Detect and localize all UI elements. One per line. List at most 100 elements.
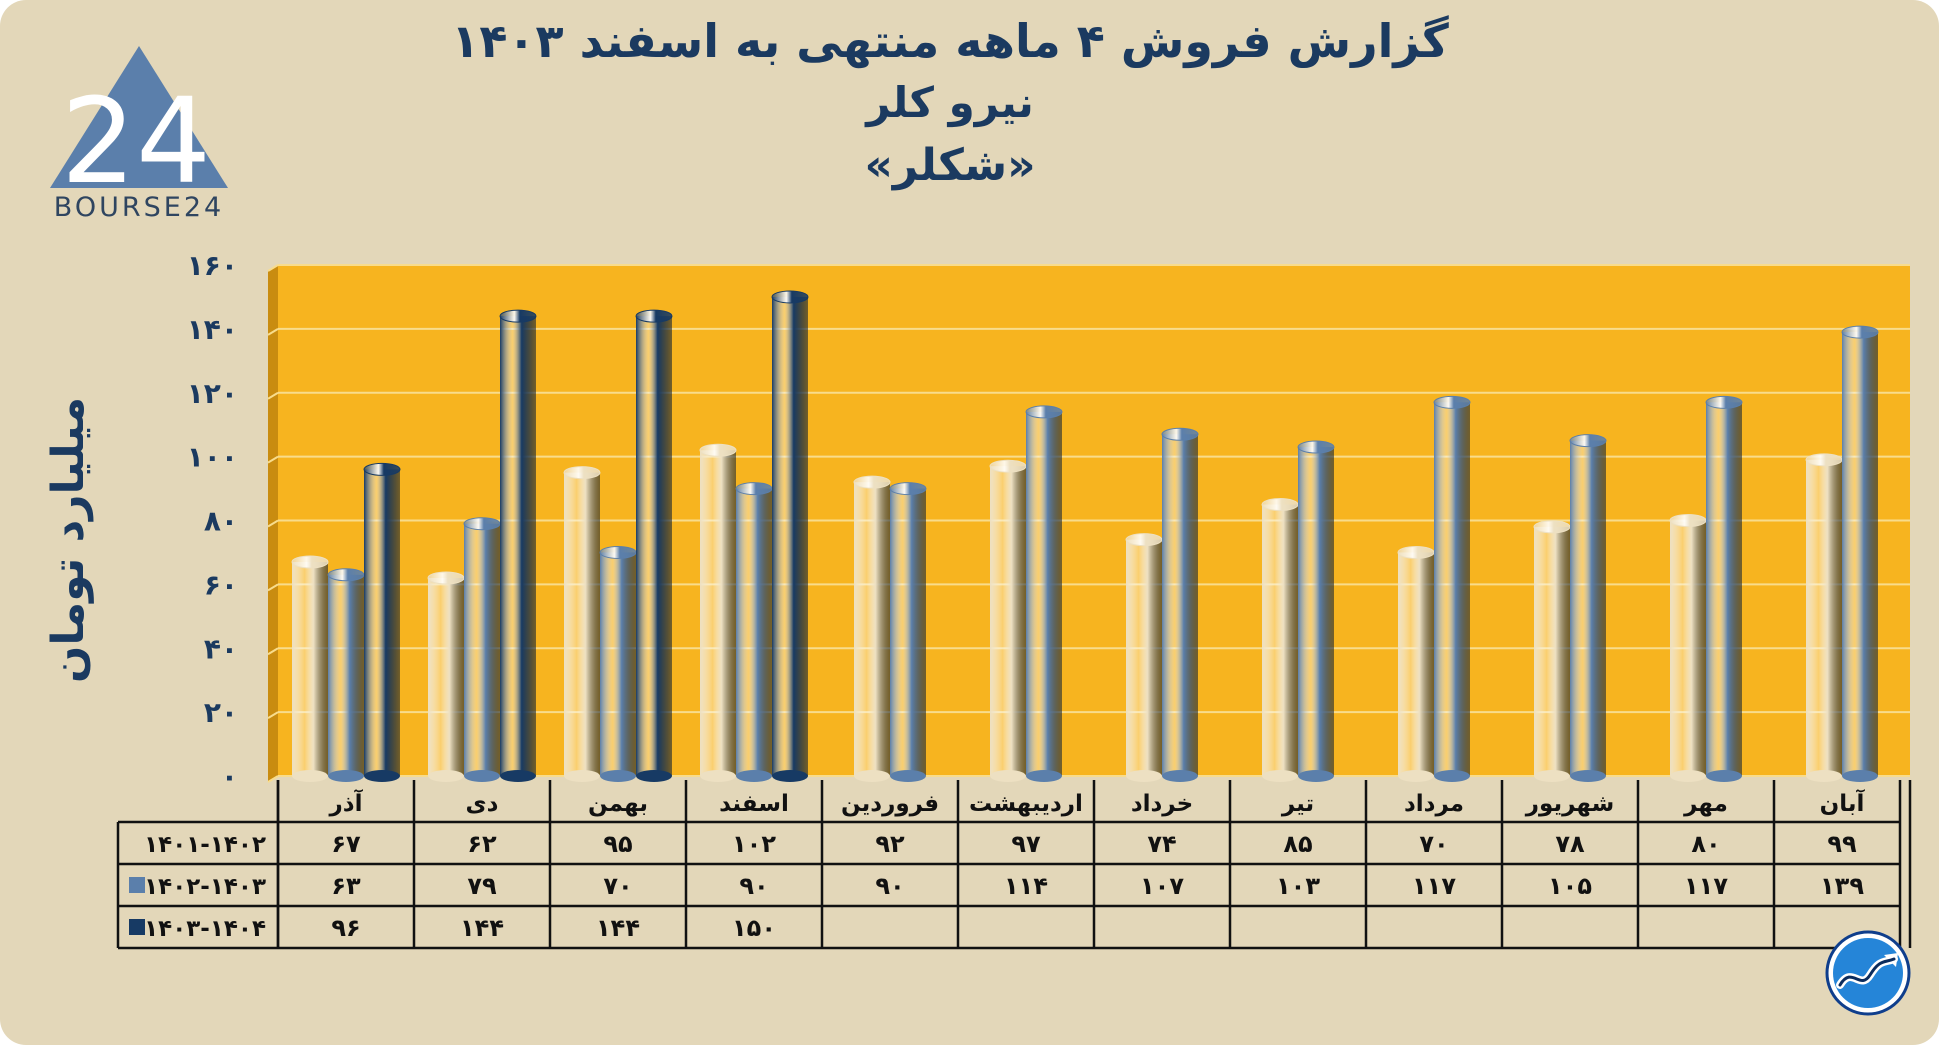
data-label: ۱۴۴	[460, 914, 504, 942]
data-label: ۶۲	[467, 830, 497, 858]
bar	[735, 482, 773, 782]
data-label: ۹۹	[1827, 830, 1857, 858]
bar-body	[1398, 552, 1434, 776]
bar-body	[700, 450, 736, 776]
y-tick-label: ۱۶۰	[187, 249, 238, 282]
bar-base	[1398, 770, 1434, 782]
bar	[1669, 514, 1707, 782]
data-table: آذر دی بهمن اسفند فروردین اردیبهشت خرداد تیر مرد…	[116, 780, 1912, 950]
bar	[1805, 453, 1843, 782]
bar-body	[1670, 520, 1706, 776]
bar-base	[772, 770, 808, 782]
gridline-wall	[267, 583, 279, 592]
bar-base	[1806, 770, 1842, 782]
bar-base	[890, 770, 926, 782]
data-label: ۷۰	[603, 872, 632, 900]
bar-base	[564, 770, 600, 782]
chart-title: گزارش فروش ۴ ماهه منتهی به اسفند ۱۴۰۳	[451, 14, 1449, 68]
bar-body	[1262, 504, 1298, 776]
bar	[989, 459, 1027, 782]
data-label: ۱۱۴	[1004, 872, 1048, 900]
data-label: ۶۷	[331, 830, 361, 858]
bar-base	[1534, 770, 1570, 782]
bar	[1261, 498, 1299, 782]
data-label: ۱۱۷	[1412, 872, 1456, 900]
bar-cap	[327, 568, 365, 582]
bar-body	[1298, 447, 1334, 776]
data-label: ۶۳	[331, 872, 361, 900]
y-tick-label: ۲۰	[204, 696, 238, 729]
data-label: ۹۰	[739, 872, 768, 900]
bar-base	[736, 770, 772, 782]
data-label: ۸۵	[1283, 830, 1312, 858]
bar-body	[1434, 402, 1470, 776]
data-label: ۹۲	[875, 830, 905, 858]
bar-body	[364, 469, 400, 776]
legend-label: ۱۴۰۲-۱۴۰۳	[144, 874, 266, 900]
gridline-wall	[267, 647, 279, 656]
bar-base	[700, 770, 736, 782]
data-label: ۷۰	[1419, 830, 1448, 858]
bar-cap	[989, 459, 1027, 473]
data-label: ۷۹	[467, 872, 497, 900]
bar-cap	[1397, 545, 1435, 559]
gridline-wall	[267, 455, 279, 464]
gridline-wall	[267, 264, 279, 272]
bar	[1397, 545, 1435, 782]
bar-body	[772, 296, 808, 776]
bar	[853, 475, 891, 782]
y-tick-label: ۱۴۰	[187, 313, 238, 346]
gridline-wall	[267, 711, 279, 719]
bar-cap	[363, 462, 401, 476]
logo-wordmark: BOURSE24	[53, 192, 225, 223]
bar-body	[1706, 402, 1742, 776]
bar	[1297, 440, 1335, 782]
bar	[1125, 533, 1163, 782]
bar	[363, 462, 401, 782]
bar-body	[1162, 434, 1198, 776]
bar-base	[990, 770, 1026, 782]
x-tick-label: شهریور	[1525, 791, 1614, 817]
bar-base	[1434, 770, 1470, 782]
bar-body	[600, 552, 636, 776]
bar-body	[292, 562, 328, 776]
bar	[599, 545, 637, 782]
chart-subtitle-company: نیرو کلر	[866, 78, 1034, 127]
bar-body	[500, 316, 536, 776]
bar-base	[600, 770, 636, 782]
bar-body	[990, 466, 1026, 776]
bar-base	[292, 770, 328, 782]
bar-cap	[635, 309, 673, 323]
bar-cap	[889, 482, 927, 496]
bar	[1841, 325, 1879, 782]
bar-base	[328, 770, 364, 782]
bar	[463, 517, 501, 782]
x-tick-label: مرداد	[1404, 791, 1464, 817]
data-label: ۱۰۷	[1140, 872, 1184, 900]
bar-cap	[463, 517, 501, 531]
bar-cap	[1705, 395, 1743, 409]
bar	[327, 568, 365, 782]
y-tick-label: ۱۰۰	[187, 441, 238, 474]
x-tick-label: بهمن	[588, 791, 648, 817]
x-tick-label: دی	[466, 791, 499, 817]
data-label: ۹۵	[603, 830, 632, 858]
bar-base	[1670, 770, 1706, 782]
data-label: ۱۱۷	[1684, 872, 1728, 900]
x-tick-label: تیر	[1281, 791, 1314, 817]
y-tick-label: ۴۰	[204, 632, 238, 665]
bar-cap	[1125, 533, 1163, 547]
bar	[563, 466, 601, 782]
bar-cap	[1261, 498, 1299, 512]
bar-body	[564, 472, 600, 776]
bar-cap	[1533, 520, 1571, 534]
bar-body	[1126, 539, 1162, 776]
y-tick-label: ۱۲۰	[187, 377, 238, 410]
triangle-logo-icon: 24	[50, 46, 228, 210]
data-label: ۱۰۲	[732, 830, 776, 858]
bar-body	[1842, 332, 1878, 776]
bar-base	[1262, 770, 1298, 782]
bar-cap	[699, 443, 737, 457]
